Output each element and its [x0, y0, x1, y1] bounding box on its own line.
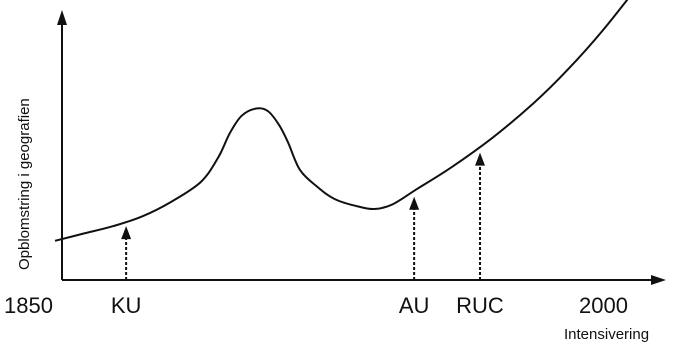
marker-arrowhead-au: [409, 196, 420, 210]
x-axis-title: Intensivering: [564, 326, 649, 343]
marker-label-au: AU: [399, 293, 430, 318]
y-axis-title: Opblomstring i geografien: [16, 98, 33, 270]
y-axis-arrowhead: [57, 10, 67, 25]
marker-arrowhead-ruc: [475, 152, 486, 166]
x-axis-arrowhead: [651, 275, 666, 285]
marker-group: KU AU RUC: [111, 152, 504, 318]
marker-arrowhead-ku: [121, 226, 132, 240]
marker-label-ku: KU: [111, 293, 142, 318]
x-tick-label-start: 1850: [4, 293, 53, 318]
marker-label-ruc: RUC: [456, 293, 504, 318]
x-tick-label-end: 2000: [579, 293, 628, 318]
series-line: [54, 0, 629, 242]
